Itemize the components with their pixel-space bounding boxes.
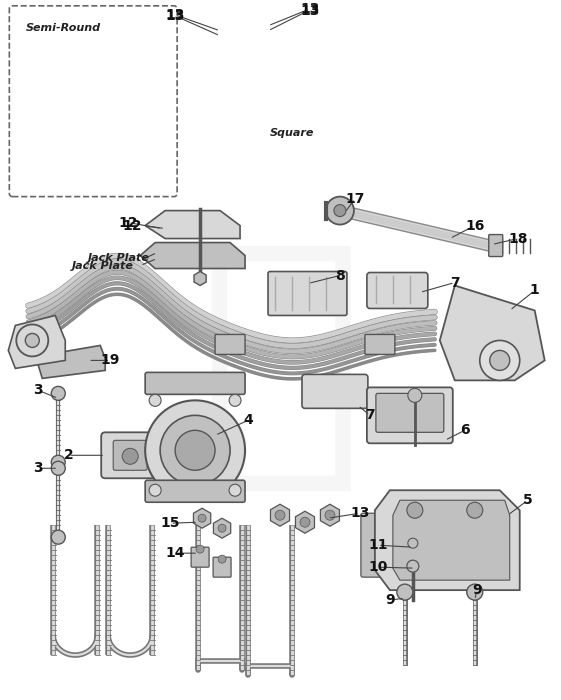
- Circle shape: [51, 461, 65, 475]
- Circle shape: [51, 455, 65, 469]
- Polygon shape: [194, 272, 206, 286]
- Text: ᗺ: ᗺ: [197, 230, 364, 499]
- Circle shape: [229, 484, 241, 496]
- Circle shape: [51, 386, 65, 400]
- Circle shape: [218, 524, 226, 532]
- Text: 9: 9: [385, 593, 395, 607]
- Text: 13: 13: [300, 2, 320, 16]
- Text: 9: 9: [472, 583, 481, 597]
- Text: 11: 11: [368, 538, 388, 552]
- Circle shape: [196, 545, 204, 553]
- Text: Semi-Round: Semi-Round: [26, 23, 102, 33]
- Text: 12: 12: [122, 218, 142, 232]
- Text: Jack Plate: Jack Plate: [88, 253, 150, 262]
- Text: 15: 15: [160, 516, 180, 530]
- Polygon shape: [38, 345, 105, 379]
- FancyBboxPatch shape: [191, 547, 209, 567]
- Text: 19: 19: [100, 354, 120, 368]
- Circle shape: [275, 510, 285, 520]
- Polygon shape: [194, 508, 211, 528]
- Text: 4: 4: [243, 413, 253, 427]
- FancyBboxPatch shape: [367, 272, 428, 309]
- Text: 1: 1: [530, 284, 540, 298]
- Text: 13: 13: [165, 9, 185, 23]
- FancyBboxPatch shape: [489, 234, 503, 256]
- Circle shape: [325, 510, 335, 520]
- Circle shape: [407, 502, 423, 518]
- Text: 7: 7: [365, 408, 375, 422]
- Text: 14: 14: [165, 546, 185, 560]
- Text: 16: 16: [465, 218, 485, 232]
- Polygon shape: [393, 500, 510, 580]
- Circle shape: [218, 555, 226, 564]
- Polygon shape: [440, 286, 545, 380]
- Circle shape: [198, 514, 206, 522]
- FancyBboxPatch shape: [376, 393, 444, 433]
- Circle shape: [407, 560, 419, 572]
- Circle shape: [51, 530, 65, 544]
- Circle shape: [25, 333, 39, 347]
- Text: 13: 13: [165, 8, 185, 22]
- Circle shape: [149, 394, 161, 407]
- FancyBboxPatch shape: [361, 513, 395, 577]
- Circle shape: [397, 584, 413, 600]
- Circle shape: [408, 389, 422, 402]
- FancyBboxPatch shape: [367, 387, 453, 443]
- Text: 2: 2: [63, 448, 73, 462]
- Text: 13: 13: [300, 4, 320, 18]
- Polygon shape: [8, 316, 65, 368]
- Circle shape: [145, 400, 245, 500]
- FancyBboxPatch shape: [365, 335, 395, 354]
- FancyBboxPatch shape: [145, 480, 245, 502]
- Circle shape: [490, 351, 510, 370]
- Text: 13: 13: [350, 506, 370, 520]
- Polygon shape: [140, 242, 245, 269]
- FancyBboxPatch shape: [302, 374, 368, 408]
- Text: 18: 18: [508, 232, 527, 246]
- FancyBboxPatch shape: [145, 372, 245, 394]
- Circle shape: [229, 394, 241, 407]
- Circle shape: [122, 448, 138, 464]
- Circle shape: [334, 204, 346, 216]
- Polygon shape: [213, 518, 231, 538]
- FancyBboxPatch shape: [113, 440, 147, 470]
- Circle shape: [480, 340, 519, 380]
- FancyBboxPatch shape: [101, 433, 159, 478]
- Circle shape: [149, 484, 161, 496]
- Polygon shape: [320, 504, 339, 526]
- Circle shape: [175, 430, 215, 470]
- Text: 17: 17: [345, 192, 365, 206]
- Text: 5: 5: [523, 494, 532, 508]
- Circle shape: [160, 415, 230, 485]
- Text: 3: 3: [34, 461, 43, 475]
- FancyBboxPatch shape: [268, 272, 347, 316]
- Polygon shape: [296, 511, 315, 533]
- Text: Jack Plate: Jack Plate: [72, 260, 134, 270]
- Circle shape: [16, 325, 48, 356]
- Text: 10: 10: [368, 560, 388, 574]
- Polygon shape: [145, 211, 240, 239]
- Text: 6: 6: [460, 424, 470, 438]
- Circle shape: [326, 197, 354, 225]
- Text: 7: 7: [450, 276, 459, 290]
- Circle shape: [300, 517, 310, 527]
- Text: 8: 8: [335, 269, 345, 283]
- Circle shape: [408, 538, 418, 548]
- Circle shape: [467, 584, 483, 600]
- Polygon shape: [270, 504, 289, 526]
- Polygon shape: [375, 490, 519, 590]
- Text: 12: 12: [118, 216, 138, 230]
- Text: Square: Square: [270, 127, 314, 138]
- FancyBboxPatch shape: [213, 557, 231, 577]
- FancyBboxPatch shape: [215, 335, 245, 354]
- Circle shape: [467, 502, 483, 518]
- Text: 3: 3: [34, 384, 43, 398]
